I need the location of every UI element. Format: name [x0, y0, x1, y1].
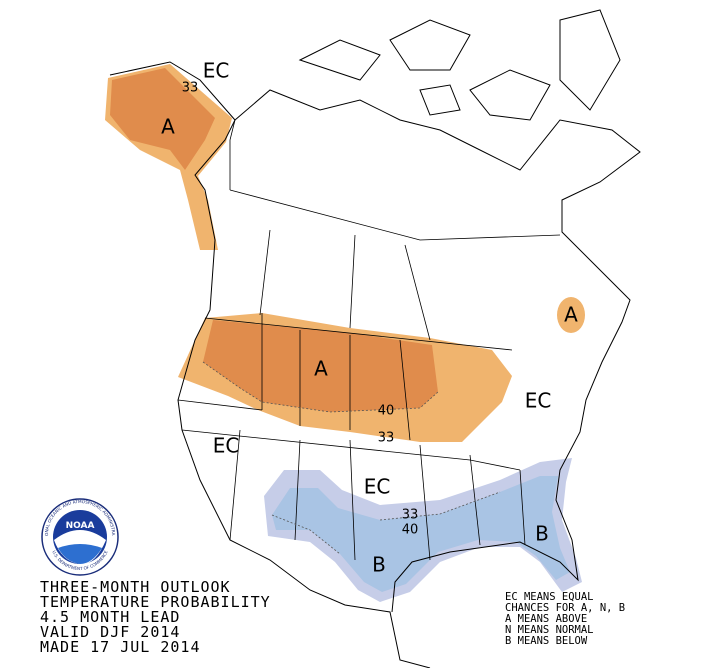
contour-label: 33: [402, 508, 419, 523]
legend-line: EC MEANS EQUAL: [505, 591, 594, 603]
map-label: B: [535, 522, 549, 546]
legend-line: CHANCES FOR A, N, B: [505, 602, 625, 614]
above-40-alaska: [110, 68, 215, 170]
map-label: EC: [364, 475, 391, 499]
contour-label: 40: [402, 523, 419, 538]
contour-40: [202, 361, 439, 413]
title-line: THREE-MONTH OUTLOOK: [40, 578, 231, 596]
geography: [109, 9, 641, 668]
legend-line: N MEANS NORMAL: [505, 624, 594, 636]
map-labels: EC 33 A A A 40 33 EC EC EC 33 40 B B: [161, 59, 578, 577]
title-line: TEMPERATURE PROBABILITY: [40, 593, 271, 611]
logo-name: NOAA: [66, 521, 95, 531]
logo-sea: [58, 544, 102, 564]
legend-line: A MEANS ABOVE: [505, 613, 587, 625]
map-label: A: [314, 357, 328, 381]
contour-40-south: [271, 491, 501, 555]
above-33-east-canada: [557, 297, 585, 333]
borders: [177, 119, 561, 561]
contour-label: 33: [182, 81, 199, 96]
map-label: B: [372, 553, 386, 577]
title-line: MADE 17 JUL 2014: [40, 638, 201, 656]
contours: [202, 361, 501, 555]
legend-block: EC MEANS EQUAL CHANCES FOR A, N, B A MEA…: [505, 591, 625, 647]
arctic-islands: [298, 9, 621, 121]
map-label: EC: [203, 59, 230, 83]
title-block: THREE-MONTH OUTLOOK TEMPERATURE PROBABIL…: [40, 578, 271, 656]
contour-label: 40: [378, 404, 395, 419]
title-line: VALID DJF 2014: [40, 623, 180, 641]
map-label: EC: [525, 389, 552, 413]
coastline: [109, 61, 641, 668]
contour-label: 33: [378, 431, 395, 446]
map-label: A: [161, 115, 175, 139]
map-label: EC: [213, 434, 240, 458]
legend-line: B MEANS BELOW: [505, 635, 588, 647]
title-line: 4.5 MONTH LEAD: [40, 608, 180, 626]
map-label: A: [564, 303, 578, 327]
below-40: [272, 476, 570, 592]
